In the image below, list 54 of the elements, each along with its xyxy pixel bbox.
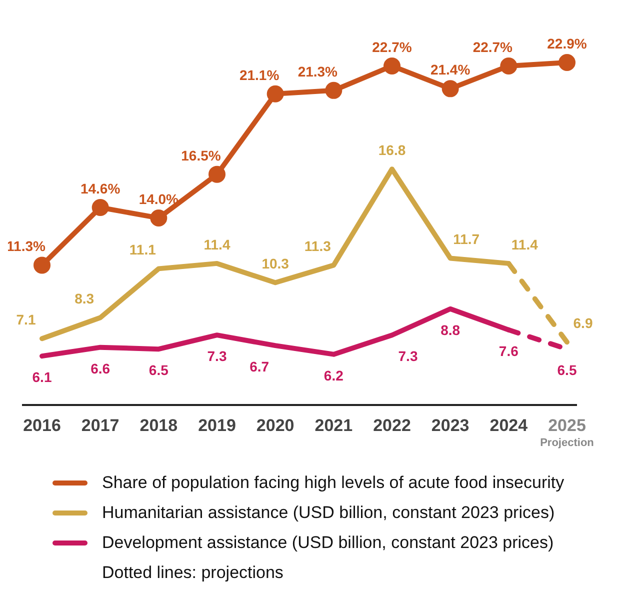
x-tick-label: 2021 <box>314 416 353 435</box>
data-label: 6.5 <box>148 362 169 378</box>
data-label: 7.6 <box>498 342 519 359</box>
data-label: 16.5% <box>181 147 222 164</box>
data-label: 11.7 <box>453 231 480 248</box>
point <box>384 57 400 74</box>
point <box>92 199 109 216</box>
point <box>558 54 576 71</box>
x-tick-label: 2016 <box>23 416 61 435</box>
data-label: 11.4 <box>204 236 230 252</box>
x-tick-label: 2020 <box>256 416 294 435</box>
data-label: 14.6% <box>80 180 121 197</box>
data-label: 6.9 <box>573 315 593 332</box>
data-label: 6.7 <box>250 358 270 375</box>
point <box>442 80 459 98</box>
data-label: 6.6 <box>90 360 110 376</box>
data-label: 11.4 <box>511 236 538 252</box>
data-label: 11.1 <box>129 242 156 258</box>
data-label: 7.3 <box>398 348 418 364</box>
point <box>266 85 284 102</box>
data-label: 6.1 <box>32 369 52 386</box>
text: Projection <box>540 437 594 449</box>
x-tick-label: 2022 <box>373 416 411 435</box>
x-tick-label: 2019 <box>198 416 236 435</box>
data-label: 11.3 <box>304 238 332 254</box>
legend-label: Humanitarian assistance (USD billion, constant 2023 prices) <box>102 503 555 523</box>
x-tick-label: 2023 <box>431 416 470 435</box>
x-tick-label: 2024 <box>490 416 528 435</box>
data-label: 8.8 <box>440 322 460 338</box>
data-label: 16.8 <box>378 142 406 158</box>
x-tick-label: 2017 <box>81 416 120 435</box>
data-label: 6.2 <box>324 367 344 384</box>
point <box>500 57 518 74</box>
point <box>325 82 342 99</box>
x-tick-label: 2025 <box>548 416 586 435</box>
data-label: 8.3 <box>74 290 94 307</box>
data-label: 21.1% <box>239 66 280 83</box>
data-label: 22.7% <box>372 38 412 55</box>
data-label: 7.1 <box>16 312 36 328</box>
data-label: 7.3 <box>207 348 227 364</box>
data-label: 21.3% <box>298 63 338 80</box>
data-label: 22.9% <box>547 35 588 52</box>
point <box>34 256 50 274</box>
legend-label: Development assistance (USD billion, constant 2023 prices) <box>102 533 554 553</box>
data-label: 14.0% <box>138 191 180 208</box>
data-label: 21.4% <box>430 62 471 78</box>
data-label: 10.3 <box>262 256 290 272</box>
point <box>150 210 168 227</box>
point <box>208 166 226 183</box>
data-label: 22.7% <box>472 38 514 55</box>
data-label: 6.5 <box>557 362 577 378</box>
text: Dotted lines: projections <box>101 562 284 584</box>
x-tick-label: 2018 <box>140 416 178 435</box>
legend-label: Share of population facing high levels of acute food insecurity <box>102 473 564 493</box>
